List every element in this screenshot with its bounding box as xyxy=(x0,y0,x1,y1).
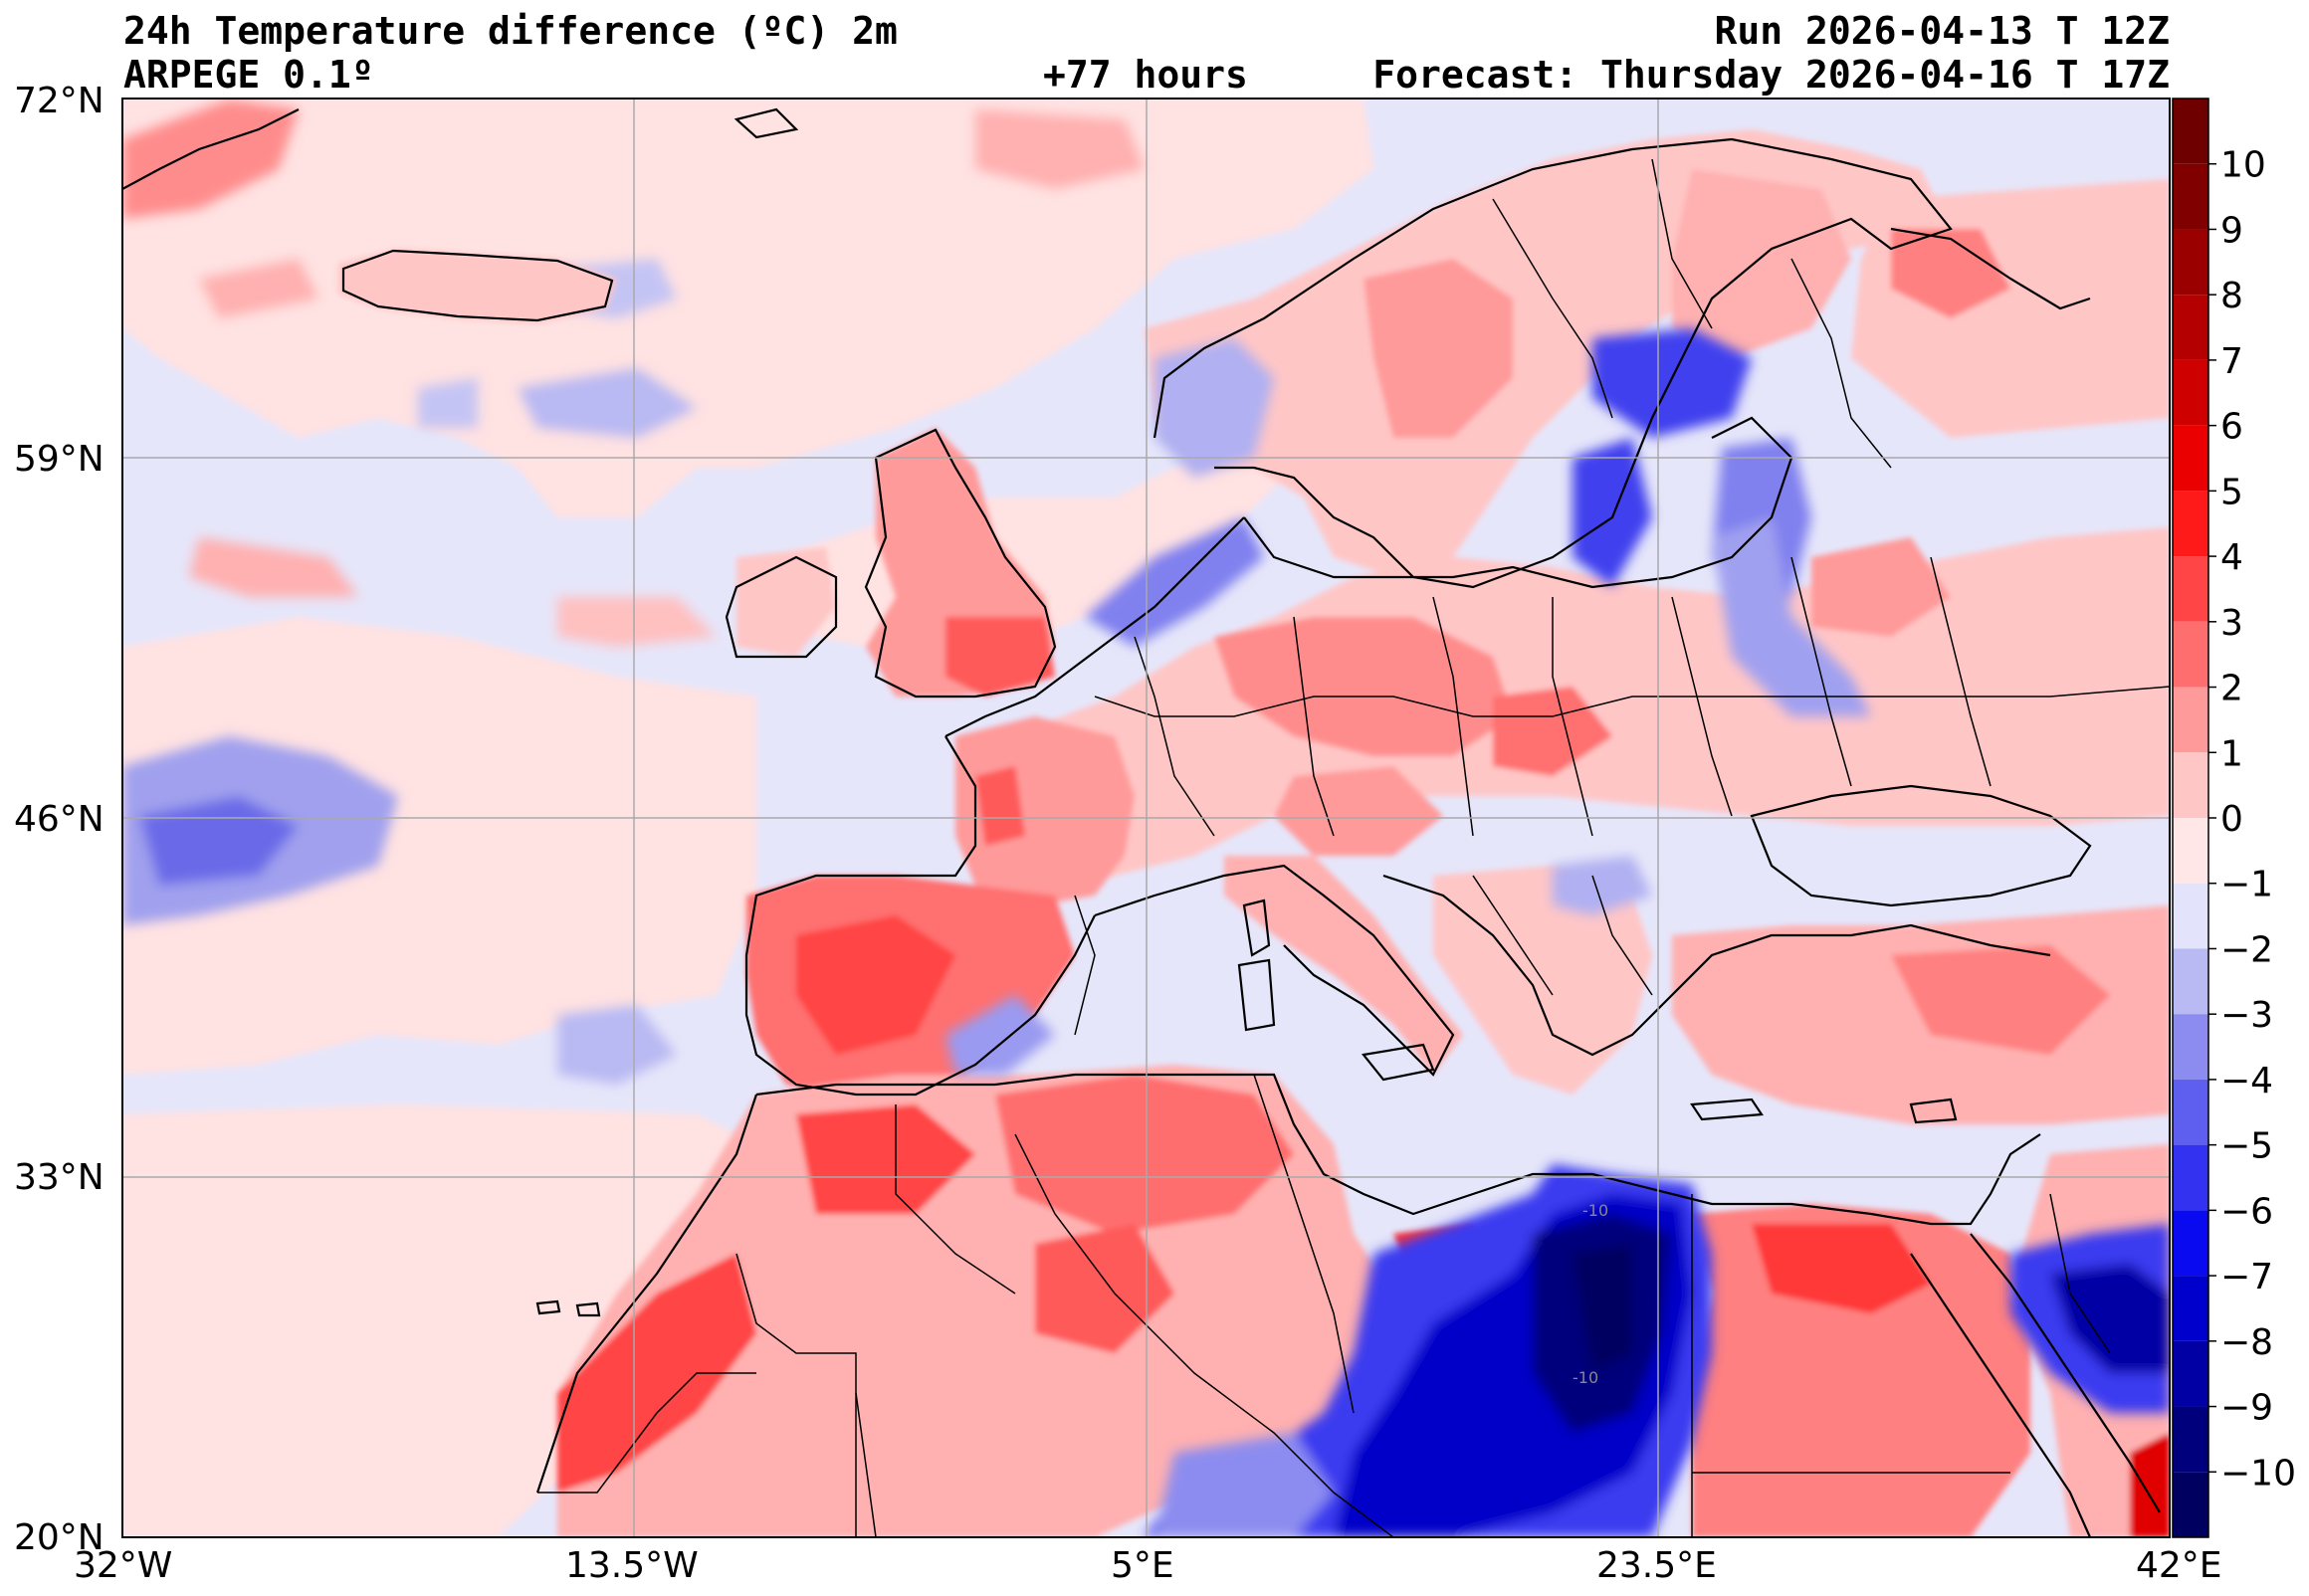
colorbar-band xyxy=(2173,359,2208,426)
colorbar-label: 10 xyxy=(2220,145,2266,186)
colorbar-band xyxy=(2173,1340,2208,1407)
contour-label: -10 xyxy=(1573,1368,1598,1387)
colorbar-label: −1 xyxy=(2220,865,2273,905)
colorbar-label: −2 xyxy=(2220,929,2273,970)
land-warm xyxy=(338,129,2170,1537)
colorbar-band xyxy=(2173,1079,2208,1145)
colorbar-band xyxy=(2173,818,2208,884)
lon-label-13-5w: 13.5°W xyxy=(565,1545,699,1586)
colorbar-label: −9 xyxy=(2220,1388,2273,1429)
colorbar-band xyxy=(2173,491,2208,557)
colorbar-band xyxy=(2173,1406,2208,1473)
contour-label: -10 xyxy=(1582,1201,1608,1220)
model-name: ARPEGE 0.1º xyxy=(123,53,374,97)
colorbar-label: −6 xyxy=(2220,1191,2273,1232)
colorbar-label: 5 xyxy=(2220,472,2243,512)
field-cold-arabia xyxy=(2010,1224,2170,1413)
colorbar-label: 6 xyxy=(2220,407,2243,448)
colorbar-band xyxy=(2173,621,2208,688)
colorbar-label: −8 xyxy=(2220,1322,2273,1363)
lon-label-32w: 32°W xyxy=(74,1545,173,1586)
colorbar-band xyxy=(2173,163,2208,230)
gridlines xyxy=(122,99,2170,1537)
lat-label-20: 20°N xyxy=(14,1517,105,1558)
colorbar-band xyxy=(2173,1276,2208,1341)
colorbar-label: −5 xyxy=(2220,1126,2273,1167)
colorbar-band xyxy=(2173,883,2208,949)
colorbar-band xyxy=(2173,1014,2208,1080)
lat-label-59: 59°N xyxy=(14,439,105,480)
borders xyxy=(537,158,2170,1537)
colorbar-band xyxy=(2173,948,2208,1015)
field-cool-land xyxy=(945,328,1871,1075)
colorbar-band xyxy=(2173,1210,2208,1277)
colorbar-band xyxy=(2173,99,2208,164)
colorbar-label: −10 xyxy=(2220,1453,2296,1494)
field-cold-sahara xyxy=(1145,1164,1712,1537)
lon-label-5e: 5°E xyxy=(1111,1545,1174,1586)
colorbar-label: 1 xyxy=(2220,733,2243,774)
colorbar-label: −7 xyxy=(2220,1257,2273,1297)
colorbar-band xyxy=(2173,1144,2208,1211)
run-time: Run 2026-04-13 T 12Z xyxy=(1714,9,2170,53)
colorbar-label: −3 xyxy=(2220,995,2273,1036)
map-frame xyxy=(121,98,2171,1538)
lon-label-42e: 42°E xyxy=(2136,1545,2222,1586)
colorbar-band xyxy=(2173,752,2208,818)
map-title: 24h Temperature difference (ºC) 2m xyxy=(123,9,898,53)
colorbar-label: 9 xyxy=(2220,210,2243,251)
colorbar-label: 7 xyxy=(2220,341,2243,382)
lead-time: +77 hours xyxy=(1043,53,1248,97)
colorbar-band xyxy=(2173,229,2208,296)
forecast-time: Forecast: Thursday 2026-04-16 T 17Z xyxy=(1372,53,2170,97)
coastlines xyxy=(122,107,2161,1537)
lat-label-72: 72°N xyxy=(14,81,105,121)
colorbar-band xyxy=(2173,1472,2208,1537)
field-warm-ocean-strong xyxy=(122,100,1145,647)
colorbar-band xyxy=(2173,425,2208,492)
colorbar-label: 3 xyxy=(2220,603,2243,644)
colorbar-frame xyxy=(2172,98,2209,1538)
colorbar-label: −4 xyxy=(2220,1061,2273,1101)
colorbar-band xyxy=(2173,295,2208,360)
lon-label-23-5e: 23.5°E xyxy=(1596,1545,1717,1586)
colorbar-label: 4 xyxy=(2220,537,2243,578)
colorbar-label: 0 xyxy=(2220,799,2243,840)
colorbar-band xyxy=(2173,687,2208,753)
lat-label-33: 33°N xyxy=(14,1157,105,1198)
colorbar-label: 2 xyxy=(2220,669,2243,709)
colorbar-band xyxy=(2173,556,2208,622)
lat-label-46: 46°N xyxy=(14,799,105,840)
colorbar-label: 8 xyxy=(2220,276,2243,316)
